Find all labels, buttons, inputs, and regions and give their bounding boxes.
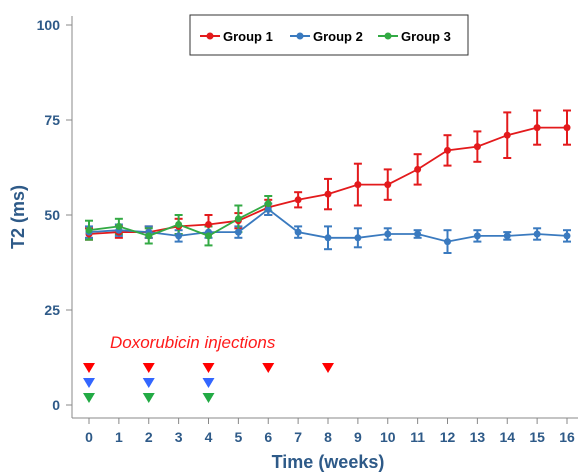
x-tick-label-15: 15 xyxy=(529,429,545,445)
point-group-1-13 xyxy=(473,143,481,151)
point-group-2-8 xyxy=(324,234,332,242)
point-group-1-7 xyxy=(294,196,302,204)
x-tick-label-12: 12 xyxy=(440,429,456,445)
injection-marker-group-3-week-2 xyxy=(142,393,155,403)
y-tick-label-50: 50 xyxy=(44,207,60,223)
x-tick-label-1: 1 xyxy=(115,429,123,445)
legend-label-group-2: Group 2 xyxy=(313,29,363,44)
x-tick-label-16: 16 xyxy=(559,429,575,445)
y-axis-title: T2 (ms) xyxy=(8,185,28,249)
legend-marker-group-1 xyxy=(206,32,214,40)
point-group-1-15 xyxy=(533,124,541,132)
series-points xyxy=(85,124,571,246)
legend-marker-group-2 xyxy=(296,32,304,40)
point-group-2-12 xyxy=(444,238,451,246)
point-group-3-3 xyxy=(175,221,183,228)
point-group-2-7 xyxy=(294,228,302,236)
point-group-2-13 xyxy=(473,232,481,240)
point-group-1-10 xyxy=(384,181,392,189)
injection-marker-group-1-week-0 xyxy=(83,363,95,373)
y-tick-label-75: 75 xyxy=(44,112,60,128)
x-tick-label-2: 2 xyxy=(145,429,153,445)
injection-marker-group-3-week-4 xyxy=(202,393,215,403)
injection-marker-group-2-week-4 xyxy=(202,378,215,388)
point-group-3-2 xyxy=(145,232,153,240)
x-tick-label-0: 0 xyxy=(85,429,93,445)
x-tick-label-14: 14 xyxy=(499,429,515,445)
injection-marker-group-2-week-0 xyxy=(83,378,95,388)
y-tick-label-100: 100 xyxy=(37,17,61,33)
legend-label-group-1: Group 1 xyxy=(223,29,273,44)
point-group-2-6 xyxy=(264,205,272,213)
point-group-2-16 xyxy=(563,232,571,240)
point-group-2-14 xyxy=(503,232,511,240)
point-group-1-12 xyxy=(444,146,451,154)
point-group-1-4 xyxy=(205,221,212,228)
point-group-3-0 xyxy=(85,226,93,234)
injection-marker-group-1-week-2 xyxy=(142,363,155,373)
legend-box xyxy=(189,14,469,56)
point-group-3-5 xyxy=(234,215,242,223)
y-tick-label-0: 0 xyxy=(52,397,60,413)
point-group-2-11 xyxy=(414,230,422,238)
point-group-3-4 xyxy=(205,232,212,240)
point-group-2-10 xyxy=(384,230,392,238)
point-group-2-9 xyxy=(354,234,362,242)
legend-label-group-3: Group 3 xyxy=(401,29,451,44)
injection-markers xyxy=(83,363,334,403)
point-group-1-16 xyxy=(563,124,571,132)
legend-marker-group-3 xyxy=(384,32,392,40)
injection-marker-group-3-week-0 xyxy=(83,393,95,403)
chart-axes xyxy=(71,16,578,419)
injection-marker-group-2-week-2 xyxy=(142,378,155,388)
point-group-3-6 xyxy=(264,200,272,208)
legend: Group 1 Group 2 Group 3 xyxy=(189,14,469,56)
x-tick-label-7: 7 xyxy=(294,429,302,445)
x-tick-label-10: 10 xyxy=(380,429,396,445)
injection-marker-group-1-week-8 xyxy=(322,363,334,373)
point-group-2-3 xyxy=(175,232,183,240)
x-tick-label-11: 11 xyxy=(410,429,425,445)
point-group-2-15 xyxy=(533,230,541,238)
point-group-3-1 xyxy=(115,222,123,230)
point-group-1-8 xyxy=(324,190,332,198)
point-group-1-14 xyxy=(503,131,511,139)
x-tick-label-4: 4 xyxy=(205,429,213,445)
injection-marker-group-1-week-6 xyxy=(262,363,275,373)
x-tick-label-13: 13 xyxy=(470,429,486,445)
annotation-text: Doxorubicin injections xyxy=(110,333,276,352)
x-tick-label-9: 9 xyxy=(354,429,362,445)
point-group-2-5 xyxy=(234,228,242,236)
x-axis-title: Time (weeks) xyxy=(272,452,385,472)
point-group-1-11 xyxy=(414,165,422,173)
x-tick-label-6: 6 xyxy=(264,429,272,445)
injection-marker-group-1-week-4 xyxy=(202,363,215,373)
x-tick-label-3: 3 xyxy=(175,429,183,445)
x-tick-label-5: 5 xyxy=(234,429,242,445)
x-tick-label-8: 8 xyxy=(324,429,332,445)
y-tick-label-25: 25 xyxy=(44,302,60,318)
point-group-1-9 xyxy=(354,181,362,189)
